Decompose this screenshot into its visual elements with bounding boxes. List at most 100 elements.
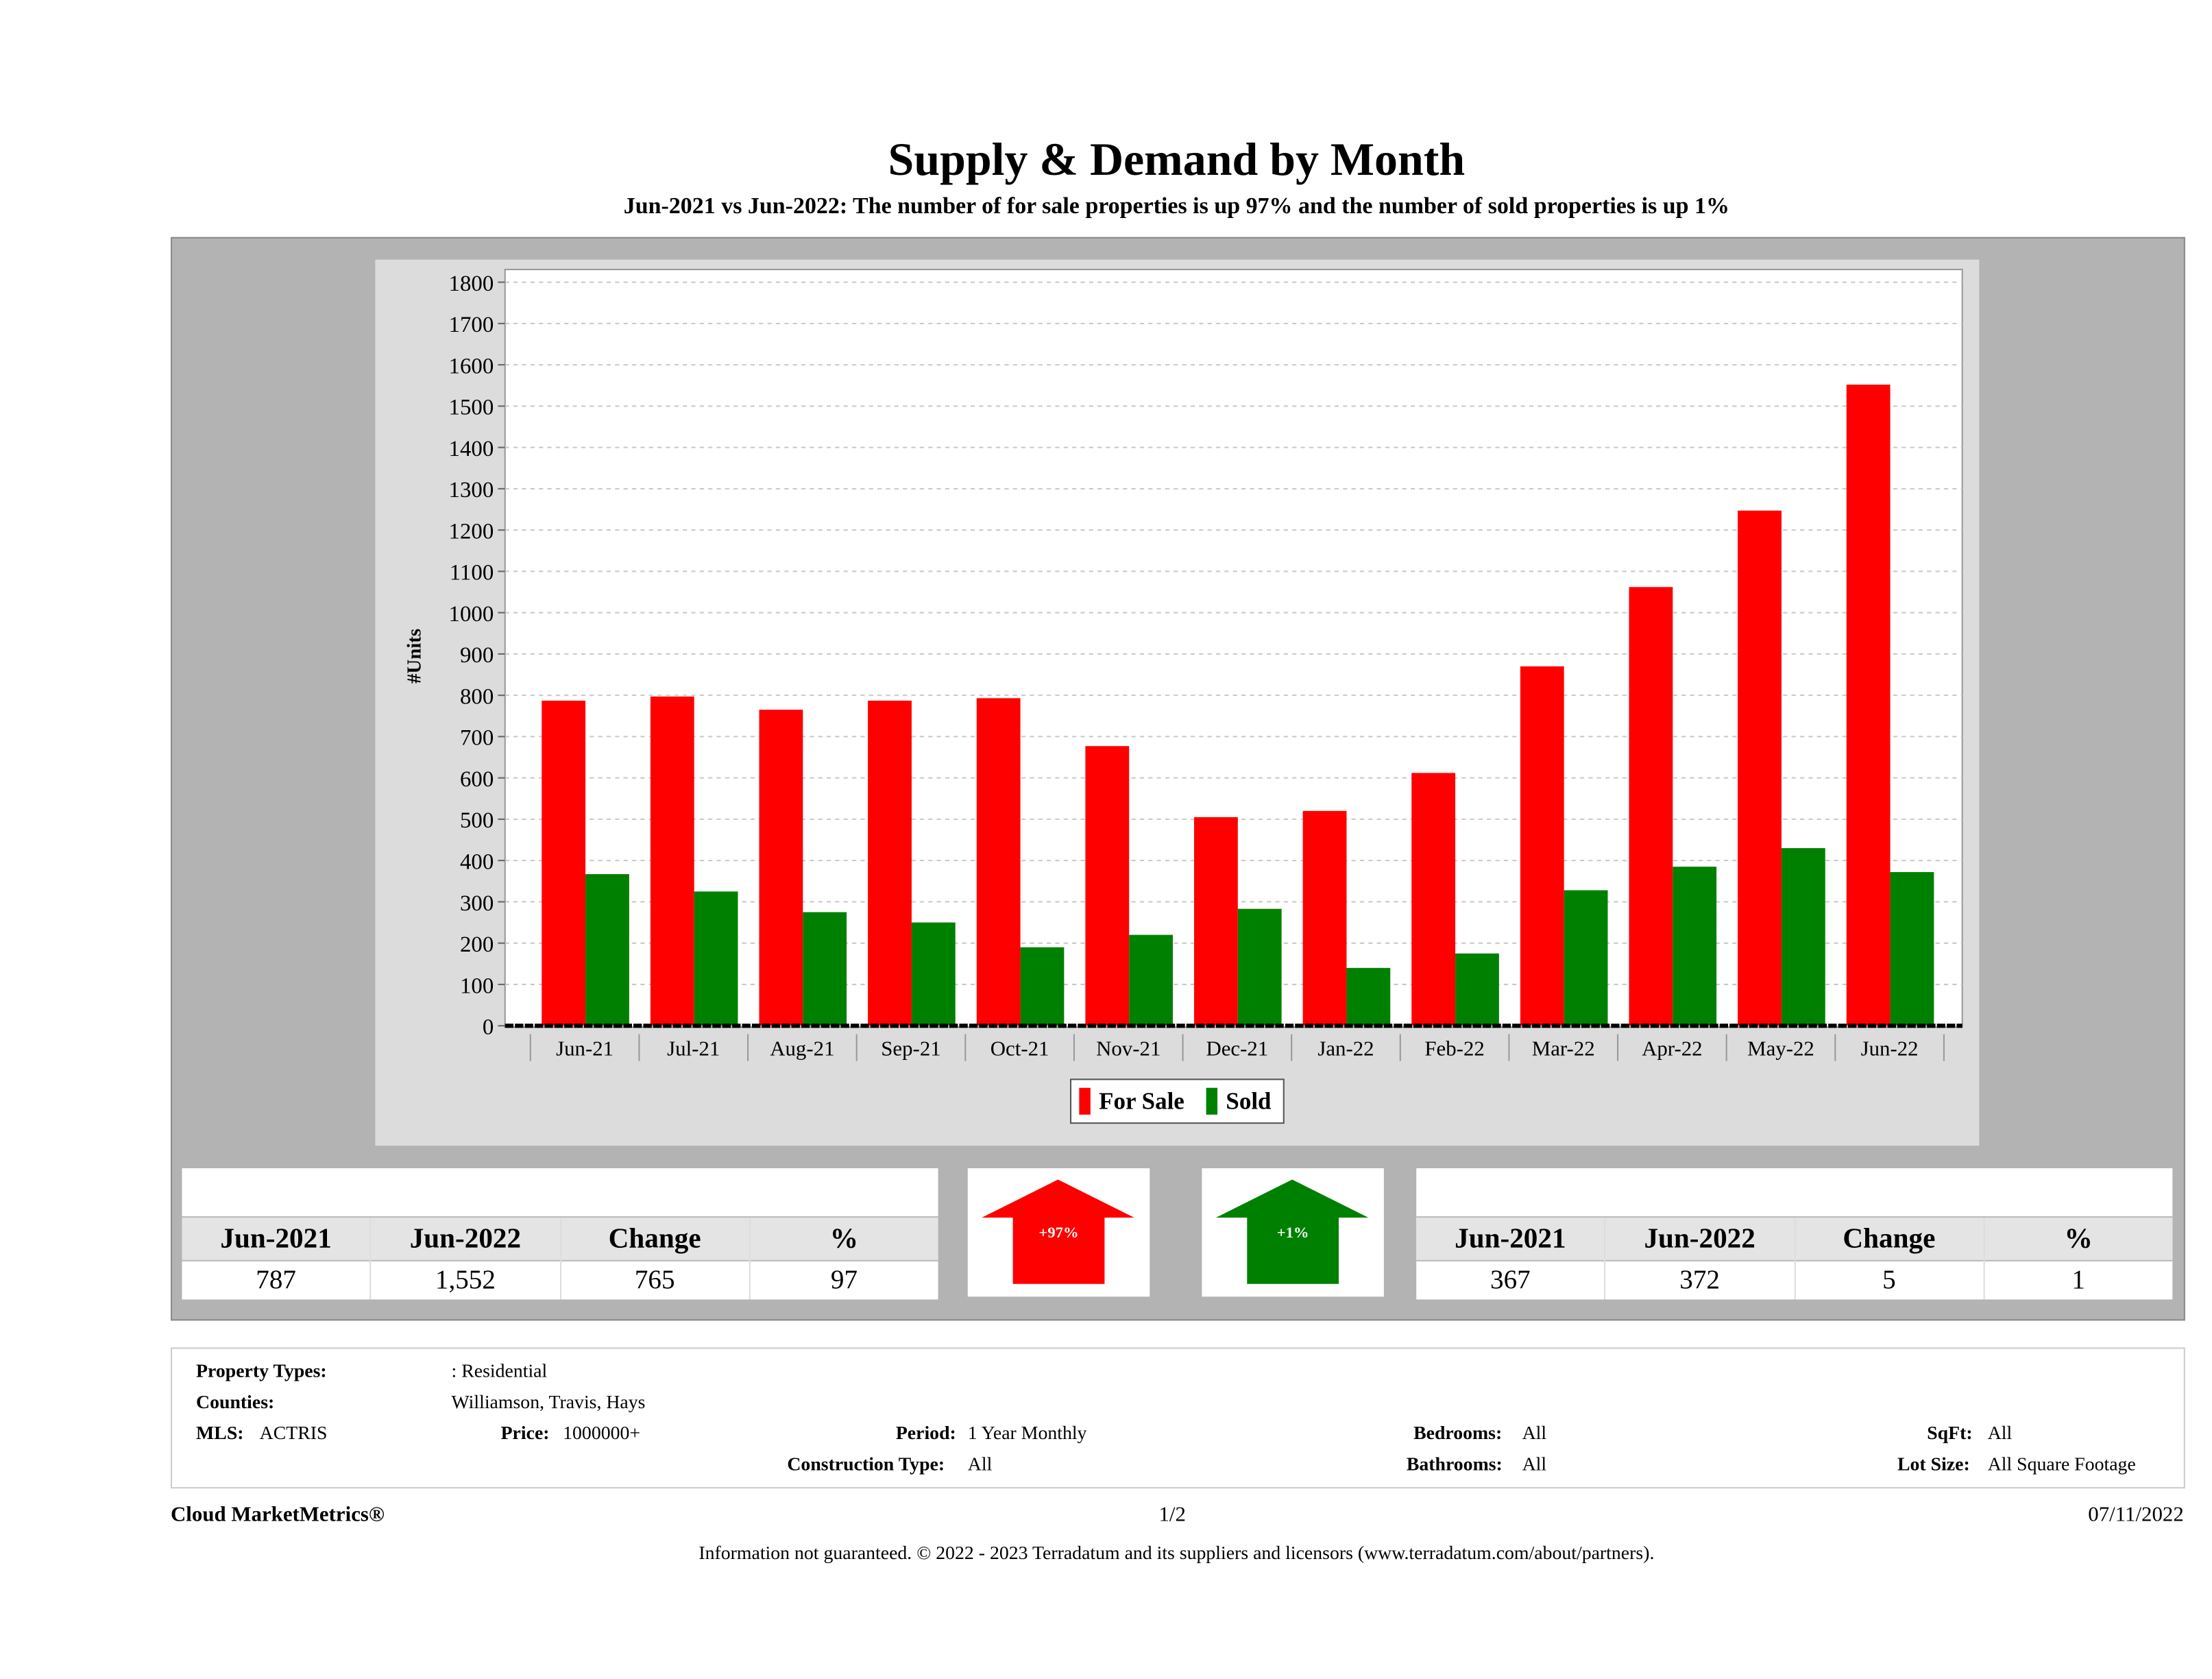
bar-for-sale — [1194, 817, 1238, 1026]
y-axis-label: #Units — [403, 629, 425, 684]
value-cell: 765 — [561, 1259, 751, 1300]
mls-value: ACTRIS — [259, 1422, 328, 1444]
x-tick-label: Apr-22 — [1642, 1036, 1703, 1060]
up-arrow-icon — [982, 1179, 1134, 1284]
bar-for-sale — [1520, 666, 1564, 1026]
property-types-label: Property Types: — [196, 1360, 327, 1381]
search-criteria-box: Property Types: : Residential Counties: … — [171, 1347, 2185, 1489]
y-tick-label: 500 — [460, 808, 494, 833]
x-tick-label: Oct-21 — [990, 1036, 1049, 1060]
y-tick-label: 300 — [460, 891, 494, 916]
x-tick-label: Sep-21 — [881, 1036, 940, 1060]
legend-swatch-sold — [1206, 1087, 1218, 1115]
x-tick-label: Dec-21 — [1206, 1036, 1268, 1060]
property-types-value: : Residential — [451, 1360, 548, 1381]
header-cell: Jun-2022 — [372, 1218, 561, 1260]
bedrooms-label: Bedrooms: — [1413, 1422, 1503, 1444]
bar-sold — [585, 874, 629, 1026]
counties-value: Williamson, Travis, Hays — [451, 1391, 646, 1413]
y-tick-label: 1800 — [448, 271, 494, 296]
sold-change-arrow: +1% — [1202, 1168, 1384, 1297]
x-tick-label: Mar-22 — [1532, 1036, 1595, 1060]
bar-for-sale — [542, 700, 586, 1026]
y-tick-label: 0 — [483, 1015, 494, 1040]
y-tick-label: 1400 — [448, 437, 494, 461]
report-date: 07/11/2022 — [2088, 1503, 2184, 1527]
x-tick-label: Nov-21 — [1096, 1036, 1160, 1060]
legend: For Sale Sold — [1069, 1078, 1285, 1124]
value-cell: 97 — [830, 1266, 858, 1296]
for-sale-summary-table: Jun-2021 Jun-2022 Change % 787 1,552 765… — [182, 1168, 938, 1300]
y-tick-label: 800 — [460, 684, 494, 709]
construction-type-label: Construction Type: — [787, 1453, 945, 1475]
y-tick-label: 400 — [460, 849, 494, 874]
bar-for-sale — [1411, 773, 1456, 1026]
y-tick-label: 1200 — [448, 519, 494, 544]
period-value: 1 Year Monthly — [967, 1422, 1087, 1444]
value-cell: 367 — [1416, 1259, 1606, 1300]
y-tick-label: 1000 — [448, 602, 494, 627]
bar-for-sale — [650, 696, 694, 1026]
page-title: Supply & Demand by Month — [888, 135, 1466, 186]
bar-sold — [1346, 967, 1391, 1026]
sqft-value: All — [1987, 1422, 2013, 1444]
header-cell: % — [829, 1223, 859, 1255]
bar-sold — [1673, 867, 1717, 1026]
value-cell: 372 — [1606, 1259, 1795, 1300]
bathrooms-value: All — [1522, 1453, 1547, 1475]
x-tick-label: Jan-22 — [1317, 1036, 1374, 1060]
bedrooms-value: All — [1522, 1422, 1547, 1444]
page-number: 1/2 — [1158, 1503, 1186, 1527]
header-cell: Jun-2022 — [1606, 1218, 1795, 1260]
header-cell: Change — [561, 1218, 751, 1260]
value-cell: 5 — [1795, 1259, 1985, 1300]
period-label: Period: — [895, 1422, 956, 1444]
value-cell: 1,552 — [372, 1259, 561, 1300]
bar-sold — [1020, 947, 1065, 1026]
disclaimer: Information not guaranteed. © 2022 - 202… — [698, 1542, 1655, 1564]
header-cell: Change — [1795, 1218, 1985, 1260]
x-tick-label: Aug-21 — [770, 1036, 834, 1060]
legend-label-for-sale: For Sale — [1099, 1088, 1184, 1115]
sold-change-label: +1% — [1276, 1224, 1309, 1242]
y-tick-label: 700 — [460, 726, 494, 751]
price-label: Price: — [500, 1422, 550, 1444]
x-tick-label: Jul-21 — [667, 1036, 720, 1060]
header-cell: % — [2064, 1223, 2093, 1255]
for-sale-change-label: +97% — [1038, 1224, 1079, 1242]
y-tick-label: 1700 — [448, 313, 494, 337]
bathrooms-label: Bathrooms: — [1406, 1453, 1503, 1475]
brand-name: Cloud MarketMetrics® — [171, 1503, 385, 1527]
y-tick-label: 200 — [460, 932, 494, 957]
bar-for-sale — [1629, 587, 1673, 1026]
up-arrow-icon — [1215, 1179, 1369, 1284]
price-value: 1000000+ — [563, 1422, 641, 1444]
bar-sold — [1564, 890, 1608, 1026]
legend-label-sold: Sold — [1226, 1088, 1272, 1115]
sqft-label: SqFt: — [1927, 1422, 1973, 1444]
lot-size-value: All Square Footage — [1987, 1453, 2136, 1475]
bar-chart: 0 100 200 300 400 500 600 700 800 900 1000 1100 1200… — [403, 269, 1963, 1124]
bar-sold — [1237, 908, 1282, 1026]
sold-summary-table: Jun-2021 Jun-2022 Change % 367 372 5 1 — [1416, 1168, 2173, 1300]
bar-sold — [1129, 934, 1173, 1026]
value-cell: 787 — [182, 1259, 372, 1300]
counties-label: Counties: — [196, 1391, 275, 1413]
x-tick-label: Feb-22 — [1424, 1036, 1484, 1060]
lot-size-label: Lot Size: — [1897, 1453, 1970, 1475]
y-tick-label: 1100 — [450, 561, 494, 585]
y-tick-label: 1500 — [448, 396, 494, 420]
bar-for-sale — [1302, 810, 1347, 1026]
bar-for-sale — [976, 698, 1021, 1026]
header-cell: Jun-2021 — [1416, 1218, 1606, 1260]
bar-sold — [911, 922, 956, 1026]
construction-type-value: All — [967, 1453, 993, 1475]
for-sale-change-arrow: +97% — [967, 1168, 1150, 1297]
legend-swatch-for-sale — [1079, 1087, 1091, 1115]
bar-for-sale — [1738, 510, 1782, 1026]
y-tick-label: 1300 — [448, 478, 494, 503]
y-tick-label: 1600 — [448, 354, 494, 378]
page-subtitle: Jun-2021 vs Jun-2022: The number of for … — [623, 191, 1729, 219]
bar-for-sale — [1085, 746, 1130, 1026]
